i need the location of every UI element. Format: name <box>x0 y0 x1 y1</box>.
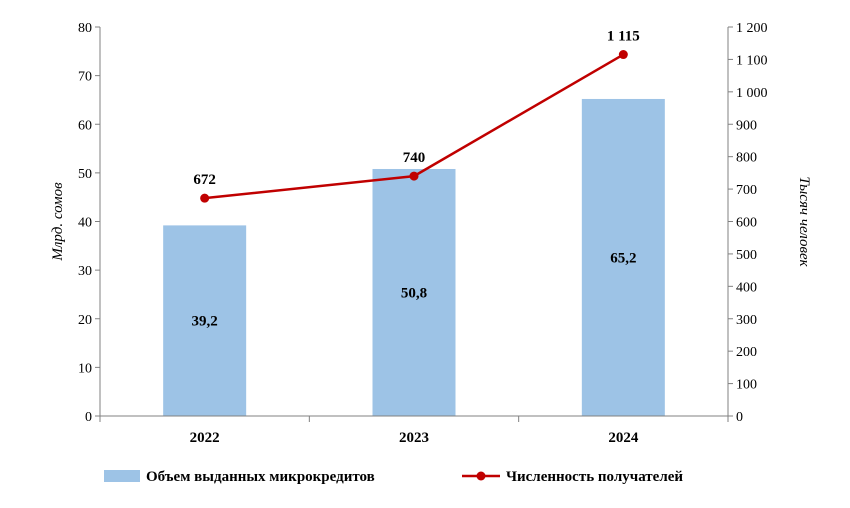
bar-value-label: 50,8 <box>401 285 427 301</box>
y-tick-label: 40 <box>78 216 92 231</box>
y2-tick-label: 1 200 <box>736 21 768 36</box>
y2-tick-label: 1 100 <box>736 53 768 68</box>
recipients-point <box>200 193 210 203</box>
y-axis-title: Млрд. сомов <box>50 182 66 262</box>
bar-value-label: 39,2 <box>192 314 218 330</box>
y-tick-label: 50 <box>78 167 92 182</box>
line-value-label: 740 <box>403 150 426 166</box>
legend-line-label: Численность получателей <box>506 469 683 485</box>
bar-2023 <box>372 168 456 416</box>
y2-tick-label: 800 <box>736 151 757 166</box>
y-tick-label: 30 <box>78 264 92 279</box>
y2-tick-label: 1 000 <box>736 86 768 101</box>
x-tick-label: 2024 <box>608 430 639 446</box>
bar-value-label: 65,2 <box>610 250 636 266</box>
x-tick-label: 2022 <box>190 430 220 446</box>
line-value-label: 1 115 <box>607 29 640 45</box>
y2-axis-title: Тысяч человек <box>796 176 812 267</box>
y2-tick-label: 400 <box>736 280 757 295</box>
y-tick-label: 70 <box>78 70 92 85</box>
legend-bar-label: Объем выданных микрокредитов <box>146 469 375 485</box>
y-tick-label: 60 <box>78 118 92 133</box>
y-tick-label: 10 <box>78 361 92 376</box>
bar-2022 <box>163 225 247 416</box>
line-value-label: 672 <box>193 172 216 188</box>
y-tick-label: 80 <box>78 21 92 36</box>
y2-tick-label: 900 <box>736 118 757 133</box>
y2-tick-label: 500 <box>736 248 757 263</box>
y2-tick-label: 200 <box>736 345 757 360</box>
y2-tick-label: 0 <box>736 410 743 425</box>
legend-bar-swatch <box>104 470 140 482</box>
x-tick-label: 2023 <box>399 430 429 446</box>
y-tick-label: 0 <box>85 410 92 425</box>
y2-tick-label: 700 <box>736 183 757 198</box>
recipients-point <box>618 50 628 60</box>
y2-tick-label: 600 <box>736 216 757 231</box>
bar-2024 <box>581 98 665 416</box>
y-tick-label: 20 <box>78 313 92 328</box>
legend-line-marker <box>476 471 486 481</box>
y2-tick-label: 100 <box>736 378 757 393</box>
y2-tick-label: 300 <box>736 313 757 328</box>
recipients-point <box>409 171 419 181</box>
